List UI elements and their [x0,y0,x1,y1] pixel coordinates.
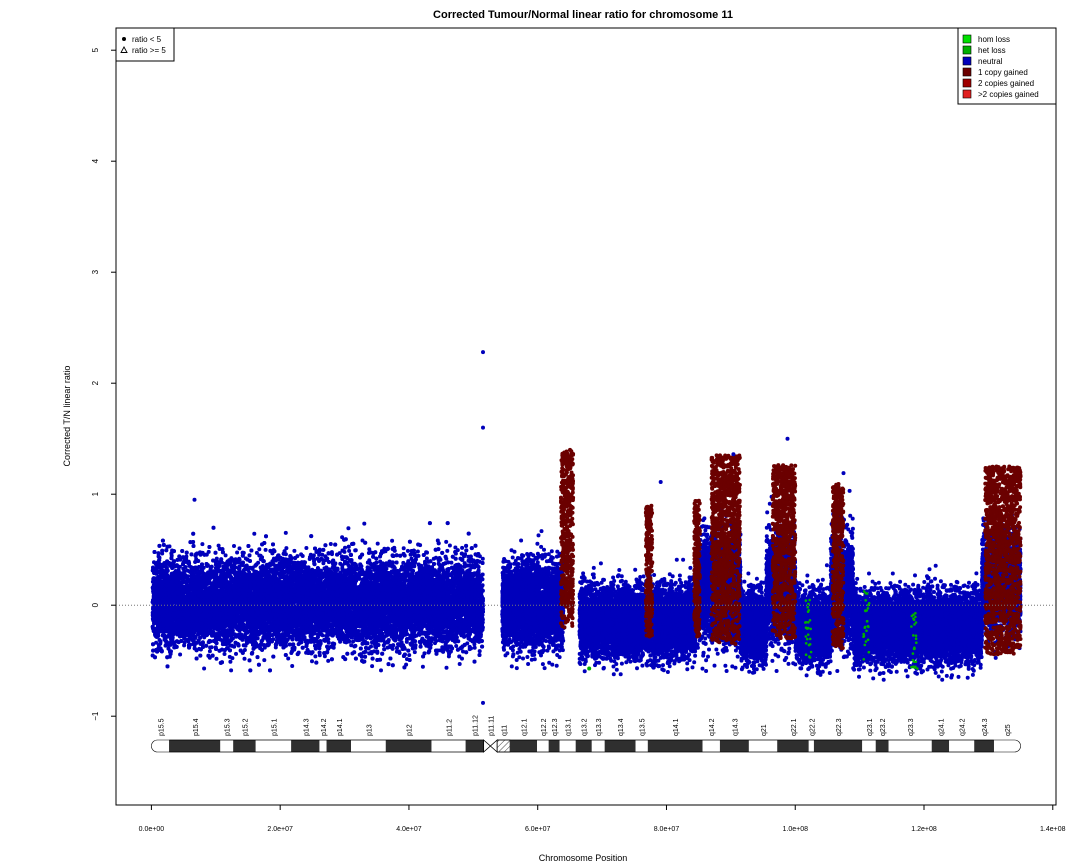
data-point [284,531,288,535]
data-point [329,542,333,546]
data-point [390,539,394,543]
data-point [444,540,448,544]
data-layer [151,350,1023,705]
plot-frame [116,28,1056,805]
data-point [215,657,219,661]
data-point [238,546,242,550]
data-point [223,652,227,656]
chart-title: Corrected Tumour/Normal linear ratio for… [433,9,733,21]
data-point [232,544,236,548]
point-cloud-neutral [151,521,485,672]
data-point [406,549,410,553]
data-point [228,655,232,659]
